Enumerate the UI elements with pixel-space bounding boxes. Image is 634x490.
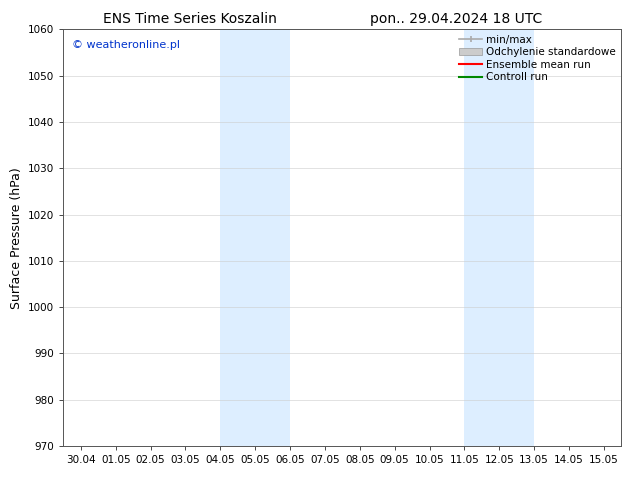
Bar [221, 29, 290, 446]
Bar [464, 29, 534, 446]
Text: pon.. 29.04.2024 18 UTC: pon.. 29.04.2024 18 UTC [370, 12, 543, 26]
Y-axis label: Surface Pressure (hPa): Surface Pressure (hPa) [10, 167, 23, 309]
Text: © weatheronline.pl: © weatheronline.pl [72, 40, 180, 50]
Legend: min/max, Odchylenie standardowe, Ensemble mean run, Controll run: min/max, Odchylenie standardowe, Ensembl… [457, 32, 618, 84]
Text: ENS Time Series Koszalin: ENS Time Series Koszalin [103, 12, 277, 26]
